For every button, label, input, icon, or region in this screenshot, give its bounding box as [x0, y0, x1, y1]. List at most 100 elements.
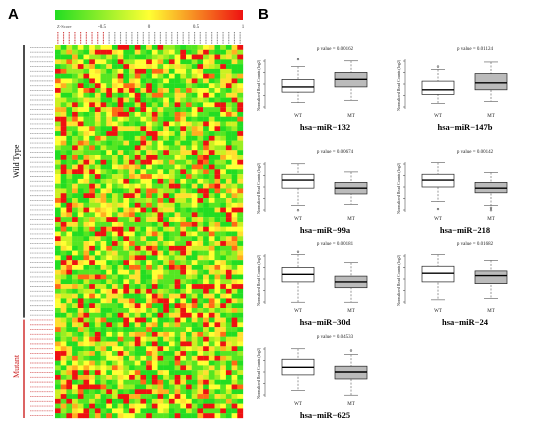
heatmap-cell	[94, 131, 101, 137]
heatmap-cell	[163, 45, 170, 50]
heatmap-cell	[129, 250, 135, 256]
p-value-label: p value = 0.00181	[316, 242, 354, 247]
heatmap-cell	[191, 293, 198, 299]
heatmap-cell	[106, 226, 113, 232]
heatmap-cell	[151, 308, 158, 313]
heatmap-cell	[197, 365, 204, 371]
heatmap-cell	[83, 150, 90, 156]
heatmap-cell	[163, 250, 170, 256]
heatmap-cell	[60, 68, 67, 74]
heatmap-cell	[83, 264, 90, 270]
heatmap-cell	[151, 379, 158, 385]
heatmap-cell	[55, 107, 61, 113]
heatmap-cell	[225, 126, 232, 132]
heatmap-cell	[83, 88, 90, 93]
heatmap-cell	[89, 135, 96, 141]
heatmap-cell	[106, 245, 113, 251]
heatmap-cell	[168, 217, 175, 223]
heatmap-cell	[203, 336, 209, 342]
heatmap-cell	[214, 140, 221, 146]
heatmap-cell	[163, 140, 170, 146]
heatmap-cell	[100, 207, 107, 213]
heatmap-cell	[225, 193, 232, 199]
heatmap-cell	[174, 303, 181, 309]
heatmap-cell	[168, 274, 175, 280]
heatmap-cell	[94, 68, 101, 74]
heatmap-cell	[106, 92, 113, 98]
heatmap-cell	[168, 370, 175, 376]
heatmap-cell	[72, 379, 78, 385]
y-axis-label: Normalized Read Counts (log2)	[396, 162, 401, 214]
heatmap-cell	[77, 365, 84, 371]
heatmap-cell	[140, 379, 147, 385]
heatmap-cell	[191, 78, 198, 84]
heatmap-cell	[208, 379, 215, 385]
heatmap-cell	[203, 245, 209, 251]
heatmap-cell	[83, 279, 90, 285]
heatmap-cell	[129, 135, 135, 141]
heatmap-cell	[83, 245, 90, 251]
heatmap-cell	[72, 135, 78, 141]
heatmap-cell	[55, 126, 61, 132]
heatmap-cell	[60, 178, 67, 184]
heatmap-cell	[123, 346, 130, 352]
heatmap-cell	[186, 131, 192, 137]
heatmap-cell	[123, 116, 130, 122]
heatmap-cell	[157, 188, 164, 194]
heatmap-cell	[72, 336, 78, 342]
heatmap-cell	[231, 107, 238, 113]
heatmap-cell	[100, 351, 107, 356]
heatmap-cell	[237, 159, 244, 165]
heatmap-cell	[94, 207, 101, 213]
heatmap-cell	[140, 394, 147, 400]
heatmap-cell	[237, 255, 244, 261]
heatmap-cell	[186, 308, 192, 313]
heatmap-cell	[203, 303, 209, 309]
heatmap-cell	[106, 379, 113, 385]
heatmap-cell	[191, 260, 198, 266]
heatmap-cell	[237, 178, 244, 184]
heatmap-cell	[100, 68, 107, 74]
heatmap-cell	[140, 346, 147, 352]
boxplot-3	[263, 162, 368, 212]
heatmap-cell	[203, 150, 209, 156]
heatmap-cell	[66, 188, 73, 194]
heatmap-cell	[83, 64, 90, 70]
heatmap-cell	[168, 68, 175, 74]
heatmap-cell	[186, 92, 192, 98]
wt-outlier	[436, 65, 440, 68]
heatmap-cell	[60, 264, 67, 270]
heatmap-cell	[83, 135, 90, 141]
heatmap-cell	[168, 78, 175, 84]
heatmap-cell	[180, 102, 187, 108]
heatmap-cell	[225, 293, 232, 299]
heatmap-cell	[163, 150, 170, 156]
heatmap-cell	[186, 346, 192, 352]
heatmap-cell	[180, 336, 187, 342]
heatmap-cell	[208, 279, 215, 285]
heatmap-cell	[214, 312, 221, 318]
heatmap-cell	[117, 264, 124, 270]
heatmap-cell	[191, 178, 198, 184]
heatmap-cell	[191, 221, 198, 227]
heatmap-cell	[151, 121, 158, 127]
heatmap-cell	[89, 384, 96, 390]
heatmap-cell	[225, 413, 232, 419]
heatmap-cell	[163, 212, 170, 218]
heatmap-cell	[77, 116, 84, 122]
heatmap-cell	[117, 198, 124, 203]
heatmap-cell	[94, 202, 101, 208]
heatmap-cell	[123, 150, 130, 156]
heatmap-cell	[111, 317, 118, 323]
heatmap-cell	[208, 231, 215, 237]
heatmap-cell	[220, 312, 227, 318]
heatmap-cell	[55, 169, 61, 175]
heatmap-cell	[134, 188, 141, 194]
heatmap-cell	[60, 360, 67, 366]
heatmap-cell	[146, 92, 152, 98]
boxplot-4	[403, 162, 508, 212]
heatmap-cell	[106, 403, 113, 409]
heatmap-cell	[157, 298, 164, 304]
heatmap-cell	[191, 116, 198, 122]
heatmap-cell	[225, 279, 232, 285]
